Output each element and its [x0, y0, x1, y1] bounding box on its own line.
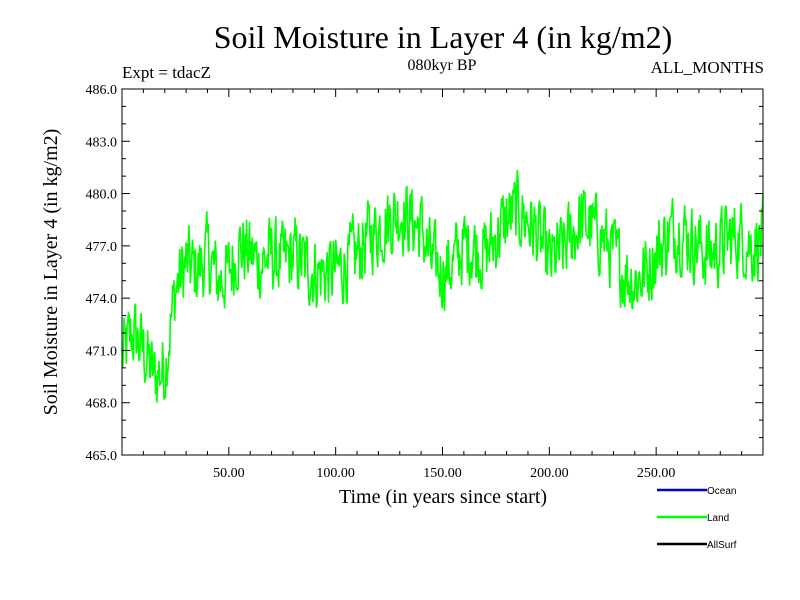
- chart-subtitle-left: Expt = tdacZ: [122, 63, 211, 82]
- plot-series-layer: [121, 170, 764, 403]
- axis-tick-labels: 50.00 100.00 150.00 200.00 250.00 465.0 468.0 4…: [86, 83, 676, 481]
- chart-subtitle-center: 080kyr BP: [408, 57, 477, 74]
- legend-label-land: Land: [707, 513, 729, 524]
- y-tick-label: 477.0: [86, 240, 118, 255]
- y-tick-label: 471.0: [86, 344, 118, 359]
- y-tick-label: 486.0: [86, 83, 118, 98]
- legend: Ocean Land AllSurf: [657, 486, 737, 551]
- x-tick-label: 100.00: [316, 466, 355, 481]
- legend-label-allsurf: AllSurf: [707, 540, 737, 551]
- chart-subtitle-right: ALL_MONTHS: [651, 58, 764, 77]
- series-line-land: [121, 170, 764, 403]
- legend-label-ocean: Ocean: [707, 486, 736, 497]
- x-tick-label: 50.00: [213, 466, 245, 481]
- x-tick-label: 250.00: [637, 466, 676, 481]
- x-tick-label: 150.00: [423, 466, 462, 481]
- chart-title: Soil Moisture in Layer 4 (in kg/m2): [214, 19, 673, 55]
- y-tick-label: 465.0: [86, 449, 118, 464]
- y-axis-label: Soil Moisture in Layer 4 (in kg/m2): [40, 129, 62, 416]
- y-tick-label: 474.0: [86, 292, 118, 307]
- y-tick-label: 468.0: [86, 397, 118, 412]
- y-tick-label: 480.0: [86, 188, 118, 203]
- axis-ticks: [122, 88, 763, 456]
- y-tick-label: 483.0: [86, 135, 118, 150]
- x-axis-label: Time (in years since start): [339, 486, 547, 508]
- x-tick-label: 200.00: [530, 466, 569, 481]
